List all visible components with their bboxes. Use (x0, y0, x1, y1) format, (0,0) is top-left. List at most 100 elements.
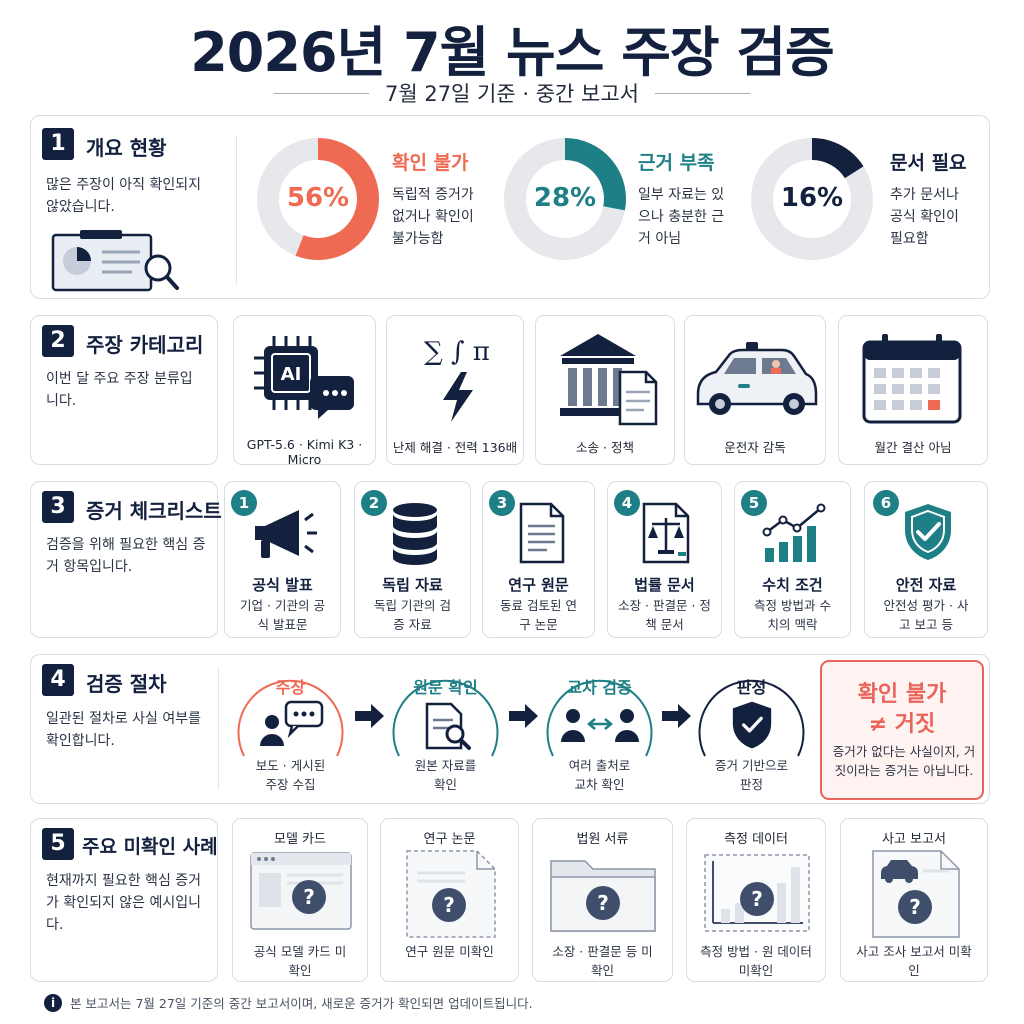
step-desc: 원본 자료를 확인 (414, 758, 477, 792)
case-heading: 법원 서류 (576, 832, 629, 847)
subtitle-row: 7월 27일 기준 · 중간 보고서 (0, 78, 1024, 108)
case-heading: 측정 데이터 (724, 832, 788, 847)
category-label-driver-supervision: 운전자 감독 (724, 440, 786, 455)
process-step-claim: 주장 보도 · 게시된 주장 수집 (234, 656, 347, 796)
evidence-item-safety: 6 안전 자료 안전성 평가 · 사고 보고 등 (864, 481, 988, 638)
section-2-title: 주장 카테고리 (86, 333, 204, 357)
car-report-question-icon: ? (872, 850, 960, 938)
case-heading: 모델 카드 (274, 832, 326, 847)
section-4-title: 검증 절차 (86, 672, 167, 696)
evidence-number: 6 (873, 490, 899, 516)
evidence-desc: 측정 방법과 수치의 맥락 (754, 598, 831, 632)
evidence-item-research: 3 연구 원문 동료 검토된 연구 논문 (482, 481, 595, 638)
evidence-title: 독립 자료 (382, 576, 443, 594)
info-icon: i (44, 993, 62, 1012)
section-1-title: 개요 현황 (86, 136, 167, 160)
case-card-court-docs: 법원 서류 ? 소장 · 판결문 등 미확인 (532, 818, 673, 982)
callout-headline-2: ≠ 거짓 (868, 712, 936, 737)
document-search-icon (425, 702, 471, 750)
step-arc (237, 679, 344, 757)
evidence-number: 2 (361, 490, 387, 516)
donut-chart-insufficient (504, 138, 626, 260)
step-desc: 여러 출처로 교차 확인 (568, 758, 631, 792)
case-card-measurement-data: 측정 데이터 ? 측정 방법 · 원 데이터 미확인 (686, 818, 826, 982)
process-step-source-check: 원문 확인 원본 자료를 확인 (389, 656, 502, 796)
section-5-description: 현재까지 필요한 핵심 증거가 확인되지 않은 예시입니다. (46, 873, 202, 933)
section-1-badge: 1 (42, 128, 74, 160)
donut-desc-unverifiable: 독립적 증거가 없거나 확인이 불가능함 (392, 187, 474, 247)
cases-intro-card (30, 818, 218, 982)
bar-line-chart-icon (762, 503, 826, 562)
case-desc: 연구 원문 미확인 (405, 944, 494, 959)
process-arrow-icon (662, 704, 691, 728)
document-icon (519, 502, 565, 564)
evidence-title: 법률 문서 (634, 576, 695, 594)
evidence-number: 3 (489, 490, 515, 516)
evidence-desc: 독립 기관의 검증 자료 (374, 598, 451, 632)
step-title: 교차 검증 (567, 678, 632, 697)
donut-label-docs-needed: 문서 필요 (890, 152, 967, 174)
donut-chart-docs-needed (751, 138, 873, 260)
category-tile-driver-supervision: 운전자 감독 (684, 315, 826, 465)
unverifiable-not-false-callout: 확인 불가 ≠ 거짓 증거가 없다는 사실이지, 거짓이라는 증거는 아닙니다. (820, 660, 984, 800)
process-step-verdict: 판정 증거 기반으로 판정 (695, 656, 808, 796)
donut-value-arc (811, 138, 864, 179)
ai-chip-chat-icon: AI (254, 336, 354, 419)
report-magnifier-icon (51, 230, 179, 292)
step-title: 주장 (275, 678, 306, 697)
svg-text:?: ? (443, 893, 455, 917)
evidence-title: 연구 원문 (508, 576, 569, 594)
math-lightning-icon: ∑ ∫ π (424, 337, 490, 422)
svg-text:?: ? (909, 895, 921, 919)
section-2-badge: 2 (42, 325, 74, 357)
evidence-number: 5 (741, 490, 767, 516)
calendar-icon (862, 334, 962, 424)
evidence-number: 1 (231, 490, 257, 516)
category-tile-lawsuit-policy: 소송 · 정책 (535, 315, 675, 465)
section-4-description: 일관된 절차로 사실 여부를 확인합니다. (46, 711, 202, 749)
callout-description: 증거가 없다는 사실이지, 거짓이라는 증거는 아닙니다. (832, 744, 976, 778)
svg-text:?: ? (597, 891, 609, 915)
donut-desc-insufficient: 일부 자료는 있으나 충분한 근거 아님 (638, 187, 725, 247)
folder-question-icon: ? (550, 860, 656, 932)
donut-percent-docs-needed: 16% (780, 183, 844, 213)
step-arc (392, 679, 499, 757)
case-card-model-card: 모델 카드 ? 공식 모델 카드 미확인 (232, 818, 368, 982)
subtitle-divider-right (655, 92, 750, 94)
category-label-lawsuit-policy: 소송 · 정책 (576, 440, 634, 455)
svg-text:?: ? (751, 887, 763, 911)
evidence-title: 안전 자료 (895, 576, 957, 594)
case-heading: 사고 보고서 (882, 832, 946, 847)
person-speech-icon (260, 700, 324, 746)
evidence-item-official: 1 공식 발표 기업 · 기관의 공식 발표문 (224, 481, 341, 638)
process-arrow-icon (509, 704, 538, 728)
courthouse-document-icon (560, 334, 658, 426)
category-label-ai-models: GPT-5.6 · Kimi K3 · Micro (246, 437, 363, 467)
case-desc: 공식 모델 카드 미확인 (253, 944, 347, 978)
section-3-title: 증거 체크리스트 (86, 499, 222, 523)
category-tile-ai-models: AI GPT-5.6 · Kimi K3 · Micro (233, 315, 376, 467)
section-4-divider (218, 668, 219, 790)
evidence-item-legal: 4 법률 문서 소장 · 판결문 · 정책 문서 (607, 481, 722, 638)
evidence-title: 수치 조건 (762, 576, 823, 594)
megaphone-icon (255, 510, 317, 558)
evidence-item-independent: 2 독립 자료 독립 기관의 검증 자료 (354, 481, 471, 638)
evidence-desc: 소장 · 판결문 · 정책 문서 (618, 598, 711, 632)
process-arrow-icon (355, 704, 384, 728)
step-desc: 보도 · 게시된 주장 수집 (255, 758, 326, 792)
evidence-title: 공식 발표 (252, 576, 313, 594)
process-step-cross-check: 교차 검증 여러 출처로 교차 확인 (543, 656, 656, 796)
step-arc (698, 679, 805, 757)
donut-value-arc (295, 138, 379, 260)
section-2-description: 이번 달 주요 주장 분류입니다. (46, 371, 193, 409)
evidence-number: 4 (614, 490, 640, 516)
donut-percent-insufficient: 28% (533, 183, 597, 213)
footer-note: 본 보고서는 7월 27일 기준의 중간 보고서이며, 새로운 증거가 확인되면… (70, 996, 533, 1011)
robotaxi-car-icon (696, 342, 818, 415)
chip-text: AI (281, 364, 302, 385)
page-title: 2026년 7월 뉴스 주장 검증 (190, 21, 835, 84)
section-3-description: 검증을 위해 필요한 핵심 증거 항목입니다. (46, 537, 206, 575)
svg-text:?: ? (303, 885, 315, 909)
evidence-desc: 안전성 평가 · 사고 보고 등 (883, 598, 969, 632)
chart-question-icon: ? (704, 854, 810, 932)
